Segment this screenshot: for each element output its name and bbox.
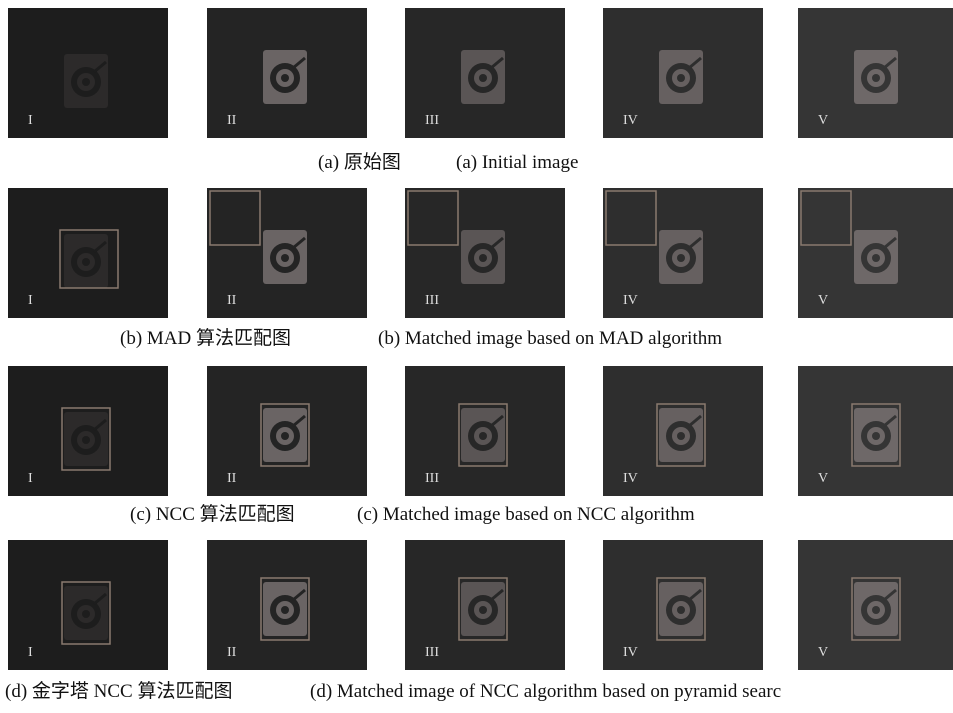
icon-dot [872,432,880,440]
icon-dot [677,254,685,262]
panel-label: I [28,293,33,308]
panel: II [207,366,367,496]
caption-cn: (d) 金字塔 NCC 算法匹配图 [5,680,232,702]
caption-en: (d) Matched image of NCC algorithm based… [310,681,781,702]
panel-label: III [425,293,439,308]
panel: IV [603,188,763,318]
panel: III [405,8,565,138]
icon-dot [82,78,90,86]
panel: IV [603,540,763,670]
icon-dot [872,606,880,614]
panel-label: II [227,645,237,660]
icon-dot [872,254,880,262]
panel-label: I [28,471,33,486]
panel: III [405,540,565,670]
panel-label: II [227,113,237,128]
panel: V [798,540,953,670]
icon-dot [281,432,289,440]
icon-dot [677,74,685,82]
panel: IV [603,8,763,138]
caption-cn: (b) MAD 算法匹配图 [120,327,291,349]
icon-dot [82,610,90,618]
caption-en: (b) Matched image based on MAD algorithm [378,328,722,349]
panel: I [8,8,168,138]
caption-cn: (a) 原始图 [318,151,401,173]
panel: II [207,188,367,318]
panel-label: III [425,645,439,660]
panel: III [405,366,565,496]
panel: I [8,366,168,496]
icon-dot [82,258,90,266]
panel-label: V [818,471,828,486]
icon-dot [677,432,685,440]
panel-label: I [28,113,33,128]
panel: II [207,8,367,138]
icon-dot [479,74,487,82]
icon-dot [281,254,289,262]
panel: IV [603,366,763,496]
figure: IIIIIIIVV(a) 原始图(a) Initial imageIIIIIII… [0,0,953,713]
panel-label: I [28,645,33,660]
icon-dot [479,606,487,614]
panel-label: V [818,113,828,128]
panel-label: II [227,293,237,308]
caption-en: (a) Initial image [456,152,578,173]
panel-label: IV [623,293,638,308]
icon-dot [281,74,289,82]
panel: III [405,188,565,318]
panel: V [798,188,953,318]
panel-label: III [425,471,439,486]
panel: I [8,188,168,318]
panel-label: V [818,293,828,308]
panel-label: V [818,645,828,660]
panel: V [798,366,953,496]
icon-dot [479,254,487,262]
icon-dot [677,606,685,614]
icon-dot [82,436,90,444]
icon-dot [872,74,880,82]
icon-dot [479,432,487,440]
panel: II [207,540,367,670]
panel-label: III [425,113,439,128]
panel-label: IV [623,645,638,660]
caption-en: (c) Matched image based on NCC algorithm [357,504,695,525]
panel-label: IV [623,113,638,128]
panel-label: IV [623,471,638,486]
icon-dot [281,606,289,614]
panel: I [8,540,168,670]
panel-label: II [227,471,237,486]
panel: V [798,8,953,138]
caption-cn: (c) NCC 算法匹配图 [130,503,295,525]
